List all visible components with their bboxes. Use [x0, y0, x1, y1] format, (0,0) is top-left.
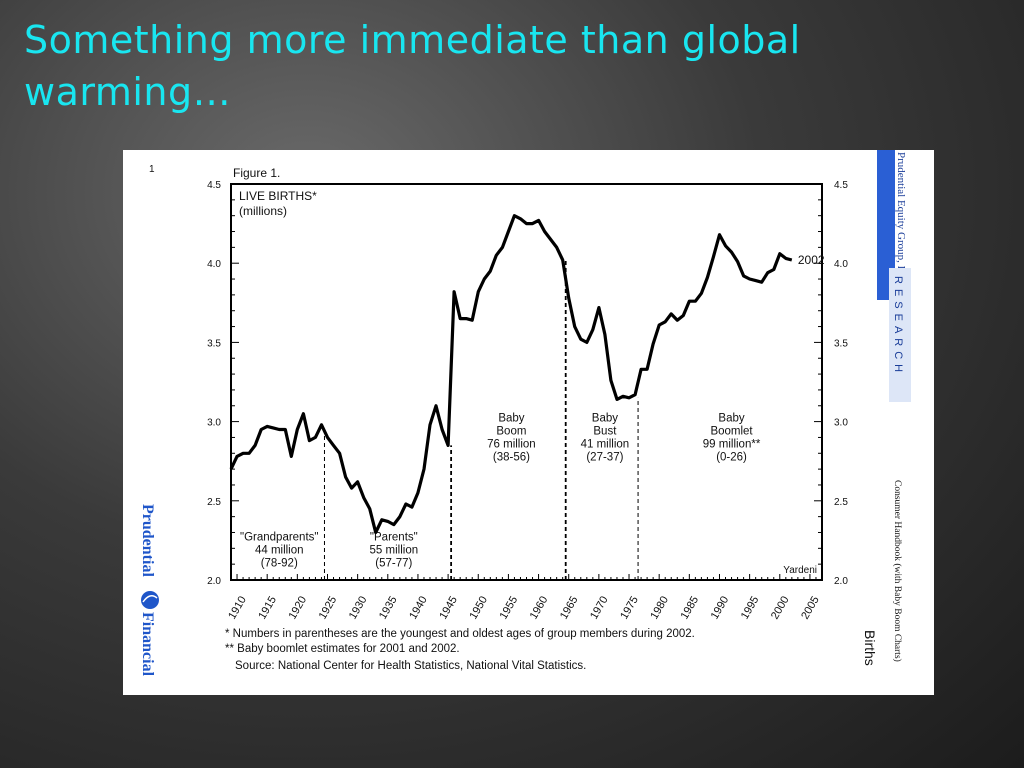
strip-blue-bar [877, 150, 895, 300]
era-annotation-line: Boomlet [710, 426, 753, 438]
brand-bottom-text: Financial [139, 612, 156, 677]
research-band [889, 268, 911, 402]
era-annotation-line: Baby [498, 413, 524, 425]
era-annotation-line: 76 million [487, 439, 536, 451]
prudential-rock-icon [141, 591, 159, 609]
report-side-strip: Prudential Equity Group, LLC RESEARCH Co… [862, 150, 925, 666]
chart-subtitle: (millions) [239, 204, 287, 218]
era-annotation-line: 41 million [581, 439, 630, 451]
x-tick-label: 1980 [648, 594, 671, 621]
slide-title: Something more immediate than global war… [24, 18, 801, 114]
watermark-label: Yardeni [783, 565, 817, 576]
footnote-1: * Numbers in parentheses are the younges… [225, 628, 695, 640]
rock-icon-detail [142, 595, 158, 603]
era-annotation-line: "Grandparents" [240, 531, 318, 543]
x-tick-label: 1930 [347, 594, 370, 621]
y-tick-label-left: 3.0 [207, 418, 221, 429]
y-tick-label-right: 4.5 [834, 180, 848, 191]
end-year-label: 2002 [798, 253, 825, 267]
x-tick-label: 1910 [226, 594, 249, 621]
births-chart: Figure 1. 1 LIVE BIRTHS* (millions) Yard… [139, 150, 925, 677]
x-tick-label: 1950 [467, 594, 490, 621]
x-tick-label: 1925 [317, 594, 340, 621]
x-tick-label: 1915 [256, 594, 279, 621]
figure-label: Figure 1. [233, 166, 280, 180]
x-tick-label: 1945 [437, 594, 460, 621]
footnote-2: ** Baby boomlet estimates for 2001 and 2… [225, 643, 460, 655]
era-annotation: Baby Bust 41 million (27-37) [581, 413, 630, 464]
x-tick-label: 1990 [709, 594, 732, 621]
era-annotation-line: 55 million [370, 544, 419, 556]
brand-top-text: Prudential [139, 504, 156, 577]
footnote-source: Source: National Center for Health Stati… [235, 660, 586, 672]
era-annotation-line: (57-77) [375, 557, 412, 569]
x-tick-label: 1940 [407, 594, 430, 621]
era-annotation-line: Baby [718, 413, 744, 425]
x-tick-label: 1970 [588, 594, 611, 621]
x-tick-label: 1955 [498, 594, 521, 621]
corner-mark: 1 [149, 164, 155, 175]
x-tick-label: 2000 [769, 594, 792, 621]
era-annotation-line: (78-92) [261, 557, 298, 569]
y-tick-label-right: 3.0 [834, 418, 848, 429]
era-annotation-line: Bust [593, 426, 617, 438]
publisher-text: Prudential Equity Group, LLC [895, 152, 907, 286]
births-side-label: Births [862, 630, 878, 666]
y-tick-label-right: 2.5 [834, 497, 848, 508]
era-annotation-line: (27-37) [586, 452, 623, 464]
x-tick-label: 1995 [739, 594, 762, 621]
x-tick-label: 1975 [618, 594, 641, 621]
era-annotation-line: (0-26) [716, 452, 747, 464]
era-annotation-line: Baby [592, 413, 618, 425]
y-tick-label-right: 4.0 [834, 259, 848, 270]
y-tick-label-left: 2.0 [207, 576, 221, 587]
era-dividers [323, 260, 639, 580]
era-annotation-line: 44 million [255, 544, 304, 556]
x-tick-label: 1935 [377, 594, 400, 621]
era-annotation: "Grandparents" 44 million (78-92) [240, 531, 318, 569]
y-tick-label-left: 4.5 [207, 180, 221, 191]
era-annotation: Baby Boomlet 99 million** (0-26) [703, 413, 761, 464]
x-tick-label: 1960 [528, 594, 551, 621]
x-tick-label: 1920 [287, 594, 310, 621]
x-tick-label: 1965 [558, 594, 581, 621]
era-annotation-line: "Parents" [370, 531, 418, 543]
handbook-text: Consumer Handbook (with Baby Boom Charts… [892, 480, 903, 662]
era-annotations: "Grandparents" 44 million (78-92) "Parents"… [240, 413, 761, 570]
y-tick-label-left: 2.5 [207, 497, 221, 508]
births-series-line [229, 214, 793, 535]
chart-title: LIVE BIRTHS* [239, 189, 317, 203]
figure-panel: Figure 1. 1 LIVE BIRTHS* (millions) Yard… [123, 150, 934, 695]
x-tick-label: 1985 [679, 594, 702, 621]
research-text: RESEARCH [892, 276, 904, 377]
plot-frame [230, 183, 823, 581]
era-annotation: Baby Boom 76 million (38-56) [487, 413, 536, 464]
era-annotation: "Parents" 55 million (57-77) [370, 531, 419, 569]
era-annotation-line: (38-56) [493, 452, 530, 464]
era-annotation-line: 99 million** [703, 439, 761, 451]
x-tick-label: 2005 [799, 594, 822, 621]
y-tick-label-left: 3.5 [207, 338, 221, 349]
era-annotation-line: Boom [496, 426, 526, 438]
prudential-brand: Prudential Financial [139, 504, 159, 677]
y-tick-label-right: 2.0 [834, 576, 848, 587]
y-tick-label-left: 4.0 [207, 259, 221, 270]
y-tick-label-right: 3.5 [834, 338, 848, 349]
